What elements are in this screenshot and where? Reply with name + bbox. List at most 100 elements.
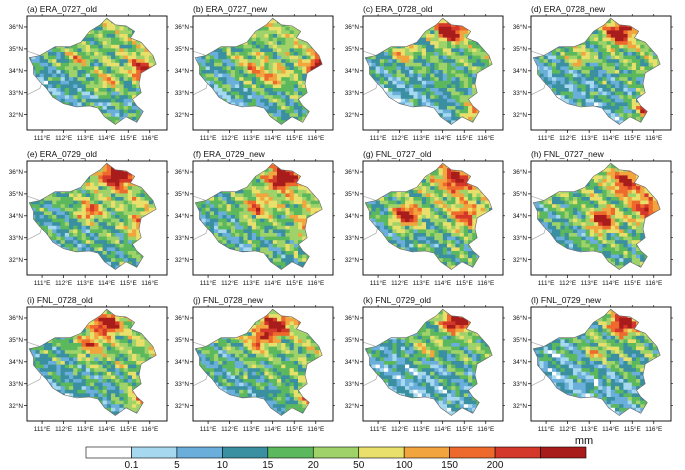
precip-cell [497, 120, 502, 124]
precip-cell [64, 66, 70, 71]
precip-cell [111, 84, 116, 89]
precip-cell [598, 55, 603, 60]
precip-cell [648, 19, 654, 24]
precip-cell [606, 102, 612, 107]
precip-cell [52, 41, 57, 46]
precip-cell [640, 55, 645, 60]
precip-cell [310, 91, 316, 96]
precip-cell [405, 120, 410, 125]
precip-cell [56, 193, 61, 198]
precip-cell [644, 26, 649, 31]
precip-cell [560, 30, 565, 35]
precip-cell [327, 66, 332, 70]
precip-cell [476, 66, 481, 71]
precip-cell [81, 95, 87, 100]
precip-cell [302, 55, 307, 60]
precip-cell [476, 124, 481, 125]
precip-cell [640, 106, 645, 110]
precip-cell [98, 59, 103, 64]
lon-tick-label: 114°E [98, 134, 115, 142]
precip-cell [90, 62, 95, 67]
precip-cell [631, 113, 637, 118]
precip-cell [48, 164, 53, 169]
precip-cell [644, 52, 649, 56]
precip-cell [98, 182, 103, 187]
precip-cell [85, 55, 91, 60]
precip-cell [619, 98, 624, 103]
precip-cell [157, 95, 162, 99]
precip-cell [153, 70, 157, 74]
precip-cell [106, 106, 112, 110]
precip-cell [31, 95, 36, 100]
precip-cell [332, 120, 337, 124]
precip-cell [235, 26, 240, 31]
precip-cell [197, 116, 202, 121]
lat-tick-label: 33°N [9, 89, 24, 97]
precip-cell [623, 91, 628, 96]
precip-cell [144, 207, 150, 212]
precip-cell [243, 66, 248, 71]
precip-cell [489, 59, 493, 64]
precip-cell [459, 26, 465, 31]
precip-cell [197, 106, 202, 110]
precip-cell [123, 95, 129, 100]
precip-cell [564, 66, 570, 71]
precip-cell [665, 84, 670, 88]
precip-cell [31, 175, 36, 180]
precip-cell [589, 48, 595, 53]
precip-cell [379, 18, 385, 20]
precip-cell [235, 102, 240, 107]
precip-cell [123, 163, 129, 165]
precip-cell [52, 52, 57, 56]
precip-cell [421, 102, 427, 107]
precip-cell [115, 109, 120, 114]
precip-cell [417, 124, 423, 125]
precip-cell [589, 19, 595, 24]
precip-cell [652, 80, 658, 85]
precip-cell [226, 23, 232, 28]
precip-cell [264, 73, 269, 78]
precip-cell [222, 106, 227, 110]
precip-cell [409, 18, 414, 20]
precip-cell [589, 23, 595, 28]
precip-cell [627, 91, 633, 96]
precip-cell [56, 171, 61, 176]
precip-cell [455, 102, 460, 107]
precip-cell [289, 73, 295, 78]
precip-cell [64, 52, 70, 56]
precip-cell [644, 109, 649, 114]
precip-cell [235, 91, 240, 96]
precip-cell [64, 186, 70, 191]
precip-cell [434, 124, 439, 125]
precip-cell [631, 80, 637, 85]
precip-cell [56, 84, 61, 89]
precip-cell [413, 59, 418, 64]
precip-cell [264, 26, 269, 31]
precip-cell [434, 88, 439, 92]
precip-cell [281, 80, 286, 85]
precip-cell [552, 62, 557, 67]
precip-cell [73, 44, 78, 49]
precip-cell [533, 109, 536, 114]
precip-cell [293, 18, 299, 20]
precip-cell [153, 109, 157, 114]
precip-cell [388, 91, 393, 96]
precip-cell [209, 91, 215, 96]
precip-cell [29, 211, 32, 216]
precip-cell [594, 124, 599, 125]
precip-cell [195, 84, 198, 89]
precip-cell [459, 19, 465, 24]
precip-cell [127, 84, 133, 89]
precip-cell [136, 23, 141, 28]
precip-cell [573, 70, 578, 74]
precip-cell [195, 66, 198, 71]
precip-cell [661, 63, 666, 67]
precip-cell [502, 77, 507, 81]
precip-cell [144, 109, 150, 114]
precip-cell [577, 73, 582, 78]
precip-cell [218, 116, 223, 121]
precip-cell [73, 179, 78, 183]
precip-cell [247, 95, 253, 100]
precip-cell [293, 77, 299, 82]
precip-cell [247, 44, 253, 49]
